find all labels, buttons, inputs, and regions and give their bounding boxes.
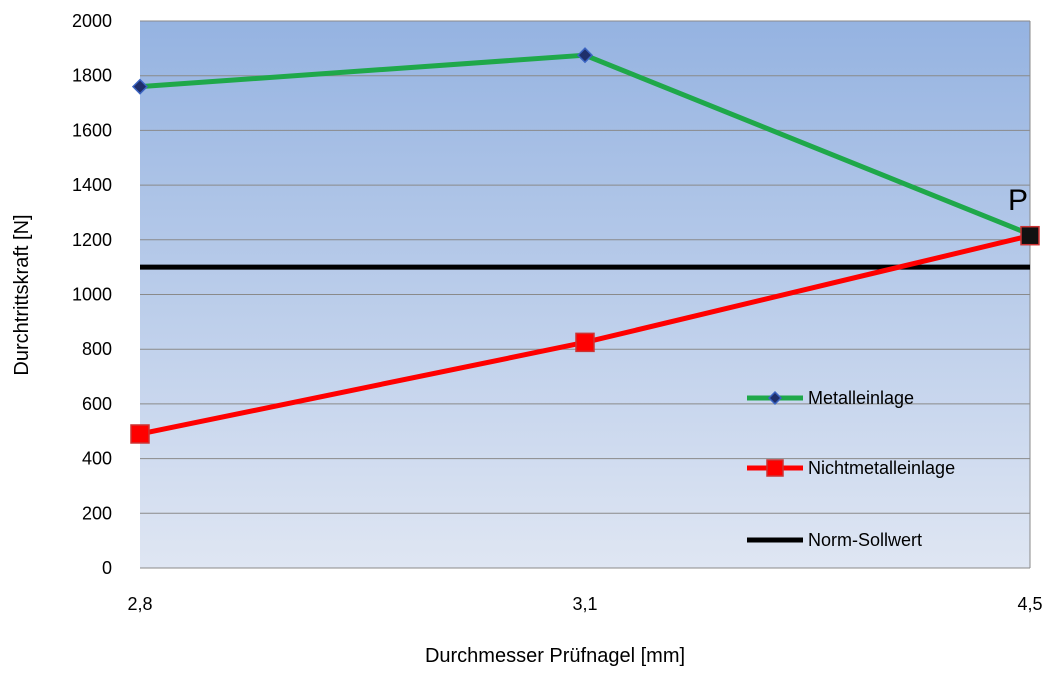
y-tick-label: 0 — [102, 558, 112, 578]
x-tick-label: 4,5 — [1017, 594, 1042, 614]
y-axis-label: Durchtrittskraft [N] — [11, 214, 33, 375]
legend-label: Metalleinlage — [808, 388, 914, 408]
y-tick-label: 400 — [82, 449, 112, 469]
data-point-metalleinlage — [131, 78, 149, 95]
y-tick-label: 1400 — [72, 175, 112, 195]
y-tick-label: 600 — [82, 394, 112, 414]
data-point-nichtmetalleinlage — [130, 424, 150, 444]
y-tick-labels: 0 200 400 600 800 1000 1200 1400 1600 1800 2000 — [72, 11, 112, 578]
legend-marker — [766, 459, 784, 477]
legend: Metalleinlage Nichtmetalleinlage Norm-Soll… — [747, 388, 955, 550]
y-tick-label: 1000 — [72, 285, 112, 305]
y-tick-label: 800 — [82, 339, 112, 359]
x-axis-label: Durchmesser Prüfnagel [mm] — [425, 645, 685, 667]
data-point-nichtmetalleinlage — [575, 332, 595, 353]
y-tick-label: 1600 — [72, 120, 112, 140]
annotation-p: P — [1008, 184, 1028, 217]
data-point-nichtmetalleinlage — [1020, 225, 1040, 246]
y-tick-label: 1800 — [72, 66, 112, 86]
x-tick-label: 3,1 — [572, 594, 597, 614]
data-point-metalleinlage — [576, 47, 594, 64]
x-tick-label: 2,8 — [127, 594, 152, 614]
y-tick-label: 1200 — [72, 230, 112, 250]
x-tick-labels: 2,8 3,1 4,5 — [127, 594, 1042, 614]
legend-label: Nichtmetalleinlage — [808, 458, 955, 478]
series-markers — [130, 47, 1040, 444]
legend-label: Norm-Sollwert — [808, 530, 922, 550]
legend-marker — [767, 390, 783, 406]
y-tick-label: 200 — [82, 503, 112, 523]
y-tick-label: 2000 — [72, 11, 112, 31]
gridlines — [140, 20, 1031, 569]
